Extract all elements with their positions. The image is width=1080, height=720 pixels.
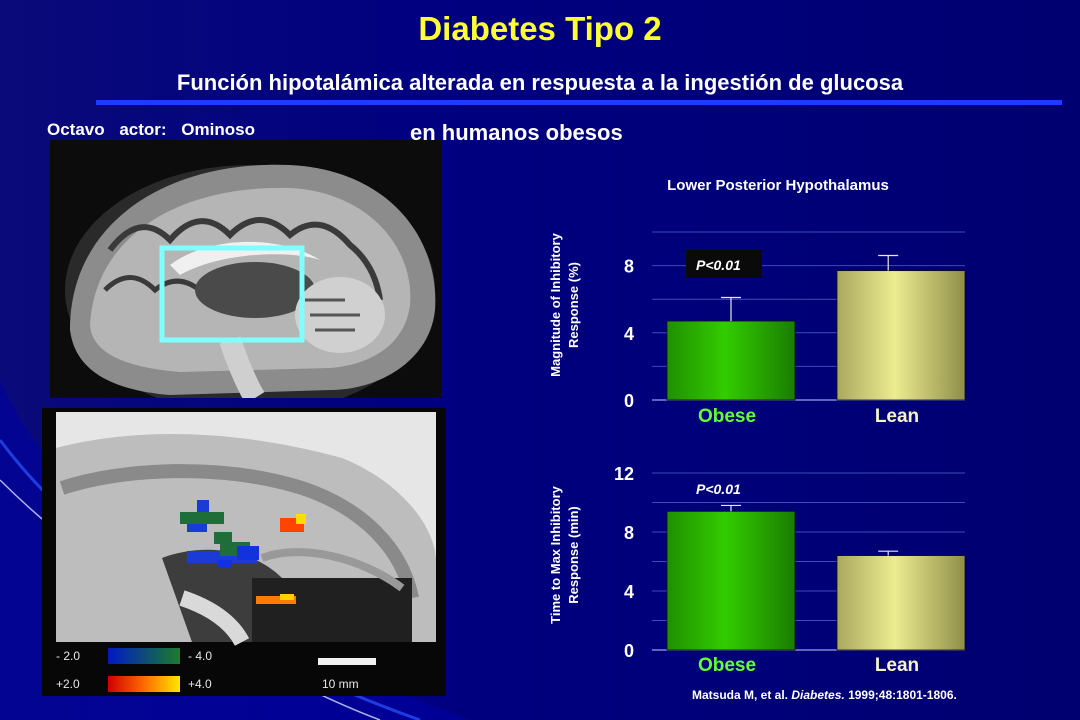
bar-obese bbox=[666, 510, 796, 651]
slide-title: Diabetes Tipo 2 bbox=[418, 10, 662, 47]
bar-lean bbox=[836, 270, 966, 401]
annotation-box bbox=[686, 250, 762, 278]
title-divider bbox=[96, 100, 1062, 105]
activation-blob bbox=[180, 512, 224, 524]
p-value-annotation: P<0.01 bbox=[696, 257, 741, 273]
activation-blob bbox=[197, 500, 209, 514]
citation: Matsuda M, et al. Diabetes. 1999;48:1801… bbox=[692, 688, 957, 702]
slide-subtitle: Función hipotalámica alterada en respues… bbox=[176, 70, 904, 95]
citation-journal: Diabetes. bbox=[791, 688, 845, 702]
y-tick-label: 8 bbox=[624, 257, 634, 277]
activation-blob bbox=[218, 560, 232, 568]
citation-details: 1999;48:1801-1806. bbox=[848, 688, 957, 702]
legend-pos-high: +4.0 bbox=[188, 677, 212, 691]
sagittal-mri-image bbox=[50, 140, 442, 398]
activation-blob bbox=[237, 546, 259, 560]
chart-title: Lower Posterior Hypothalamus bbox=[667, 177, 889, 194]
negative-colorbar bbox=[108, 648, 180, 664]
y-tick-label: 0 bbox=[624, 391, 634, 411]
y-tick-label: 0 bbox=[624, 641, 634, 661]
y-tick-label: 4 bbox=[624, 582, 634, 602]
slide-subtitle-continued: en humanos obesos bbox=[410, 120, 623, 145]
citation-authors: Matsuda M, et al. bbox=[692, 688, 789, 702]
y-axis-label: Magnitude of Inhibitory Response (%) bbox=[548, 232, 581, 376]
factor-label: Octavo actor: Ominoso bbox=[47, 120, 255, 139]
y-tick-label: 8 bbox=[624, 523, 634, 543]
bar-obese bbox=[666, 320, 796, 401]
category-label: Lean bbox=[875, 655, 919, 676]
y-tick-label: 4 bbox=[624, 324, 634, 344]
fmri-activation-map: - 2.0 - 4.0 +2.0 +4.0 10 mm bbox=[42, 408, 446, 696]
legend-neg-low: - 2.0 bbox=[56, 649, 80, 663]
bar-lean bbox=[836, 555, 966, 651]
region-of-interest-box bbox=[159, 245, 305, 343]
category-label: Obese bbox=[698, 406, 756, 427]
legend-pos-low: +2.0 bbox=[56, 677, 80, 691]
scale-bar-label: 10 mm bbox=[322, 677, 359, 691]
activation-blob bbox=[296, 514, 306, 524]
activation-blob bbox=[256, 596, 296, 604]
positive-colorbar bbox=[108, 676, 180, 692]
activation-blob bbox=[187, 524, 207, 532]
category-label: Obese bbox=[698, 655, 756, 676]
activation-blob bbox=[214, 532, 232, 544]
p-value-annotation: P<0.01 bbox=[696, 481, 741, 497]
category-label: Lean bbox=[875, 406, 919, 427]
scale-bar bbox=[318, 658, 376, 665]
legend-neg-high: - 4.0 bbox=[188, 649, 212, 663]
y-axis-label: Time to Max Inhibitory Response (min) bbox=[548, 485, 581, 623]
y-tick-label: 12 bbox=[614, 464, 634, 484]
activation-blob bbox=[280, 594, 294, 600]
